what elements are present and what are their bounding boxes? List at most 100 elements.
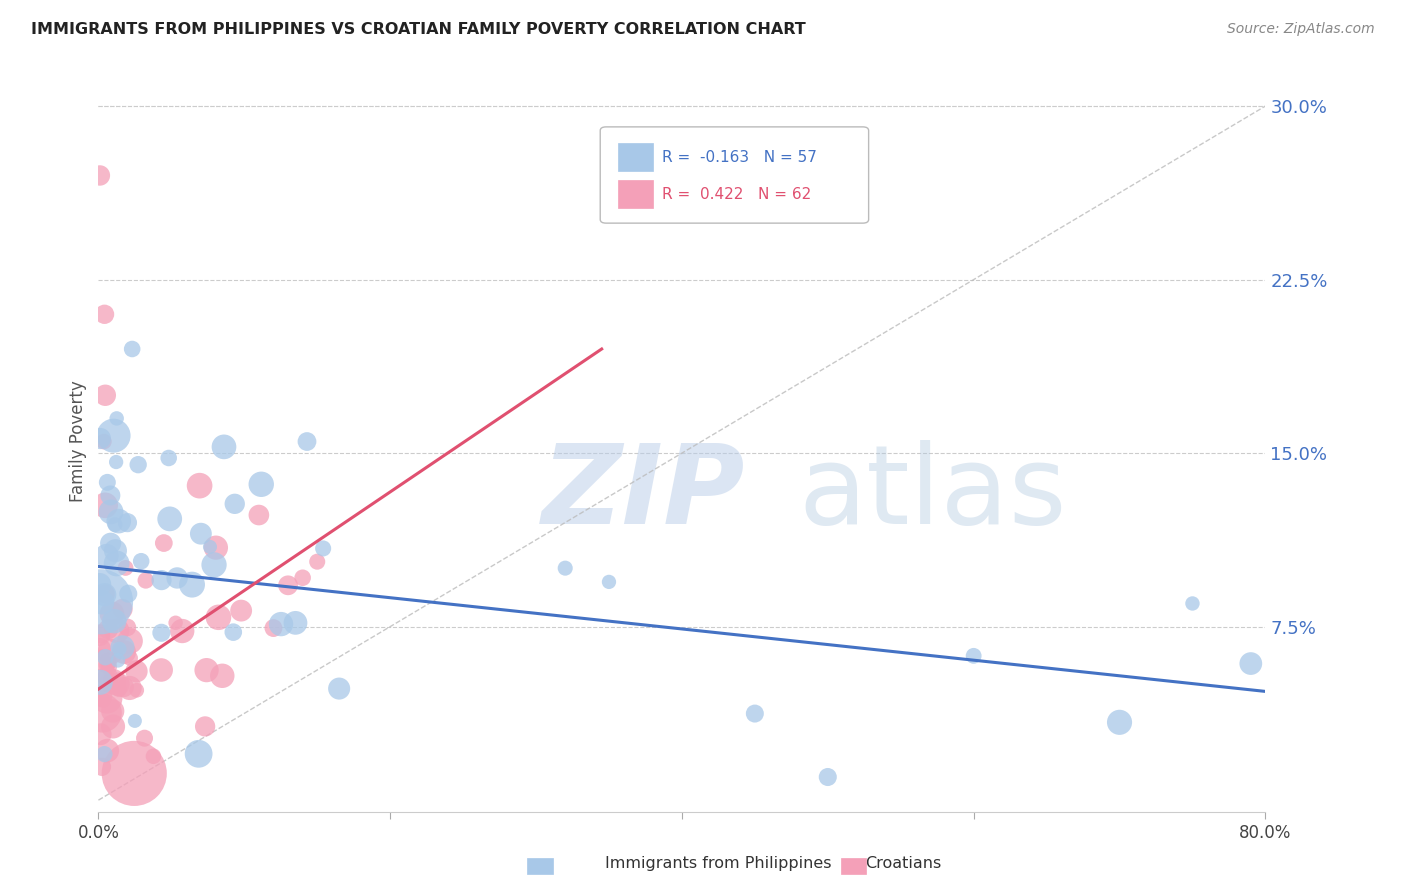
Point — [97, 655, 120, 669]
Point — [96, 549, 118, 563]
Point — [124, 714, 146, 728]
Point — [194, 719, 217, 733]
Point — [89, 642, 111, 657]
Point — [291, 571, 314, 585]
Point — [817, 770, 839, 784]
Point — [188, 478, 211, 492]
Point — [91, 673, 114, 688]
Point — [96, 657, 118, 672]
Point — [93, 307, 115, 321]
Point — [172, 624, 194, 638]
Point — [108, 682, 131, 697]
Point — [207, 610, 229, 624]
Point — [101, 704, 124, 718]
Point — [153, 536, 176, 550]
Point — [134, 731, 156, 746]
Point — [94, 388, 117, 402]
Point — [122, 766, 145, 780]
Point — [157, 450, 180, 465]
Point — [112, 645, 135, 659]
Point — [250, 477, 273, 491]
Point — [93, 654, 115, 668]
Point — [107, 677, 129, 691]
Point — [90, 626, 112, 640]
Point — [96, 744, 118, 758]
Point — [125, 683, 148, 698]
Point — [1181, 597, 1204, 611]
Point — [1240, 657, 1263, 671]
Point — [89, 629, 111, 643]
Point — [554, 561, 576, 575]
Point — [284, 615, 307, 630]
Point — [328, 681, 350, 696]
FancyBboxPatch shape — [600, 127, 869, 223]
Point — [111, 602, 134, 616]
Point — [117, 516, 139, 530]
Point — [107, 514, 129, 528]
Point — [105, 411, 128, 425]
Y-axis label: Family Poverty: Family Poverty — [69, 381, 87, 502]
Text: ZIP: ZIP — [541, 440, 745, 547]
Point — [97, 659, 120, 673]
Point — [117, 620, 139, 634]
Point — [104, 543, 127, 558]
Point — [97, 670, 120, 684]
Point — [89, 169, 111, 183]
Point — [118, 634, 141, 648]
Point — [205, 541, 228, 555]
Point — [127, 458, 149, 472]
Point — [107, 653, 129, 667]
Point — [103, 614, 125, 628]
Point — [262, 621, 284, 635]
Point — [100, 488, 122, 502]
Point — [247, 508, 270, 522]
Point — [100, 645, 122, 659]
Text: Source: ZipAtlas.com: Source: ZipAtlas.com — [1227, 22, 1375, 37]
Point — [90, 760, 112, 774]
Point — [598, 574, 620, 589]
Point — [270, 617, 292, 632]
Point — [222, 625, 245, 640]
Point — [202, 558, 225, 572]
Point — [100, 505, 122, 519]
Point — [187, 747, 209, 761]
Point — [211, 669, 233, 683]
Point — [195, 663, 218, 677]
Point — [94, 499, 117, 513]
Point — [94, 650, 117, 665]
Point — [962, 648, 984, 663]
Point — [142, 749, 165, 764]
Point — [97, 622, 120, 636]
Text: R =  0.422   N = 62: R = 0.422 N = 62 — [662, 186, 811, 202]
Point — [295, 434, 318, 449]
Text: Immigrants from Philippines: Immigrants from Philippines — [605, 856, 831, 871]
Point — [181, 577, 204, 591]
Point — [744, 706, 766, 721]
Point — [100, 536, 122, 550]
Point — [212, 440, 235, 454]
Point — [190, 526, 212, 541]
Point — [105, 557, 128, 571]
Point — [89, 577, 111, 591]
Point — [91, 693, 114, 707]
Bar — [617, 144, 652, 171]
Point — [96, 475, 118, 490]
Point — [89, 432, 111, 446]
Point — [98, 672, 121, 686]
Point — [90, 727, 112, 741]
Point — [135, 574, 157, 588]
Point — [224, 497, 246, 511]
Point — [90, 689, 112, 703]
Point — [117, 587, 139, 601]
Point — [118, 681, 141, 695]
Point — [101, 719, 124, 733]
Point — [105, 455, 128, 469]
Point — [277, 578, 299, 592]
Point — [150, 625, 173, 640]
Point — [91, 595, 114, 609]
Point — [159, 512, 181, 526]
Point — [104, 517, 127, 532]
Point — [312, 541, 335, 556]
Point — [89, 675, 111, 690]
Point — [165, 615, 187, 630]
